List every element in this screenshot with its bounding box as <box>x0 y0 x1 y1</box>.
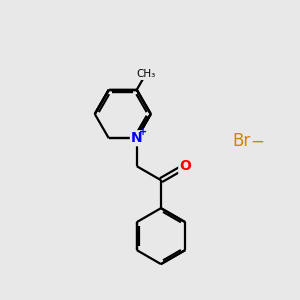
Text: −: − <box>250 132 264 150</box>
Text: O: O <box>179 159 191 173</box>
Text: +: + <box>139 127 147 137</box>
Text: N: N <box>131 131 142 145</box>
Text: CH₃: CH₃ <box>136 70 155 80</box>
Text: Br: Br <box>232 132 250 150</box>
